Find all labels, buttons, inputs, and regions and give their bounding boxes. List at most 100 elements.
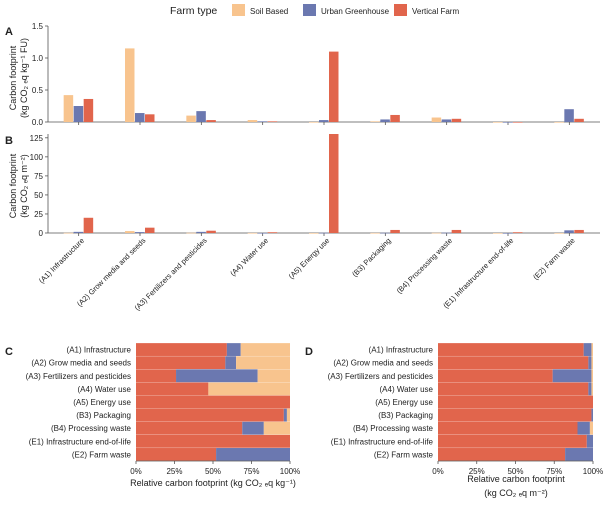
segment-vertical-farm-e1-infrastructure-end-of-life	[136, 434, 290, 448]
chart-panel-a: 0.0 0.5 1.0 1.5	[32, 22, 600, 127]
legend: Farm type Soil Based Urban Greenhouse Ve…	[170, 4, 459, 17]
legend-label-vertical: Vertical Farm	[412, 7, 459, 16]
y-tick-label: (A2) Grow media and seeds	[333, 359, 433, 368]
panel-letter-c: C	[5, 346, 13, 358]
y-tick-label: (A5) Energy use	[73, 398, 131, 407]
bar-soil-based-b4-processing-waste	[431, 232, 442, 234]
segment-soil-based-a4-water-use	[591, 382, 593, 396]
bar-vertical-farm-a5-energy-use	[329, 134, 339, 233]
legend-swatch-soil	[232, 4, 245, 16]
segment-vertical-farm-a1-infrastructure	[136, 343, 227, 356]
bar-urban-greenhouse-a1-infrastructure	[73, 231, 84, 233]
bar-soil-based-a5-energy-use	[309, 233, 319, 234]
segment-soil-based-a1-infrastructure	[591, 343, 593, 356]
segment-soil-based-a1-infrastructure	[240, 343, 290, 356]
bar-urban-greenhouse-b4-processing-waste	[441, 119, 452, 122]
bar-urban-greenhouse-e2-farm-waste	[564, 230, 574, 233]
x-tick-label: (A2) Grow media and seeds	[75, 236, 148, 309]
ylabel-b-line2: (kg CO₂ ₑq m⁻²)	[19, 154, 29, 218]
x-tick-label: 50%	[507, 467, 523, 476]
segment-vertical-farm-a3-fertilizers-and-pesticides	[136, 369, 177, 383]
segment-urban-greenhouse-a3-fertilizers-and-pesticides	[176, 369, 258, 383]
bar-urban-greenhouse-a3-fertilizers-and-pesticides	[196, 231, 206, 233]
bar-vertical-farm-a1-infrastructure	[83, 217, 94, 233]
y-tick-label: 0.0	[32, 118, 44, 127]
segment-urban-greenhouse-a4-water-use	[588, 382, 592, 396]
y-tick-label: (E2) Farm waste	[72, 450, 132, 459]
bar-urban-greenhouse-e1-infrastructure-end-of-life	[503, 233, 513, 234]
segment-urban-greenhouse-a2-grow-media-and-seeds	[225, 356, 237, 370]
segment-urban-greenhouse-e2-farm-waste	[565, 448, 593, 461]
y-tick-label: 25	[34, 210, 43, 219]
segment-vertical-farm-a2-grow-media-and-seeds	[438, 356, 589, 370]
segment-urban-greenhouse-e2-farm-waste	[216, 448, 290, 461]
y-tick-label: (A3) Fertilizers and pesticides	[328, 372, 433, 381]
segment-vertical-farm-a5-energy-use	[136, 395, 290, 409]
x-tick-label: 100%	[583, 467, 603, 476]
panel-letter-d: D	[305, 346, 313, 358]
segment-vertical-farm-a4-water-use	[438, 382, 589, 396]
x-tick-label: (A3) Fertilizers and pesticides	[133, 236, 209, 312]
bar-vertical-farm-b3-packaging	[390, 114, 400, 122]
bar-soil-based-a4-water-use	[247, 120, 258, 122]
bar-urban-greenhouse-a3-fertilizers-and-pesticides	[196, 111, 206, 122]
y-tick-label: (A4) Water use	[78, 385, 132, 394]
segment-urban-greenhouse-b3-packaging	[591, 408, 593, 422]
bar-vertical-farm-a2-grow-media-and-seeds	[145, 227, 155, 233]
segment-soil-based-a4-water-use	[208, 382, 290, 396]
y-tick-label: (E2) Farm waste	[374, 450, 434, 459]
bar-vertical-farm-b4-processing-waste	[451, 229, 462, 233]
x-tick-label: (E1) Infrastructure end-of-life	[441, 236, 515, 310]
chart-panel-c: (A1) Infrastructure (A2) Grow media and s…	[26, 343, 300, 476]
legend-title: Farm type	[170, 5, 217, 17]
bar-soil-based-b3-packaging	[370, 121, 380, 122]
bar-urban-greenhouse-a1-infrastructure	[73, 106, 84, 122]
ylabel-a: Carbon footprint (kg CO₂ ₑq kg⁻¹ FU)	[8, 38, 29, 118]
segment-vertical-farm-e2-farm-waste	[438, 448, 566, 461]
x-tick-label: 75%	[546, 467, 562, 476]
segment-soil-based-a3-fertilizers-and-pesticides	[591, 369, 593, 383]
bar-soil-based-a1-infrastructure	[63, 232, 74, 234]
bar-urban-greenhouse-a4-water-use	[257, 121, 268, 122]
y-tick-label: (A1) Infrastructure	[369, 346, 434, 355]
bar-soil-based-e1-infrastructure-end-of-life	[493, 122, 503, 123]
bar-vertical-farm-e2-farm-waste	[574, 229, 584, 233]
x-tick-label: (A1) Infrastructure	[37, 236, 86, 285]
legend-swatch-vertical	[394, 4, 407, 16]
segment-urban-greenhouse-b4-processing-waste	[242, 421, 264, 435]
x-tick-label: (B4) Processing waste	[395, 236, 454, 295]
bar-soil-based-a1-infrastructure	[63, 95, 74, 122]
bar-urban-greenhouse-b3-packaging	[380, 232, 390, 234]
bar-vertical-farm-a5-energy-use	[329, 51, 339, 122]
x-tick-label: (B3) Packaging	[350, 236, 393, 279]
bar-soil-based-e2-farm-waste	[554, 122, 564, 123]
y-tick-label: (A1) Infrastructure	[67, 346, 132, 355]
segment-urban-greenhouse-a1-infrastructure	[226, 343, 241, 356]
y-tick-label: 0.5	[32, 86, 44, 95]
legend-label-urban: Urban Greenhouse	[321, 7, 390, 16]
segment-vertical-farm-b3-packaging	[438, 408, 592, 422]
bar-vertical-farm-a3-fertilizers-and-pesticides	[206, 230, 216, 233]
bar-vertical-farm-a3-fertilizers-and-pesticides	[206, 120, 216, 122]
segment-vertical-farm-a1-infrastructure	[438, 343, 584, 356]
bar-soil-based-a3-fertilizers-and-pesticides	[186, 115, 196, 122]
y-tick-label: 100	[30, 153, 44, 162]
y-tick-label: (B3) Packaging	[76, 411, 131, 420]
bar-vertical-farm-e1-infrastructure-end-of-life	[513, 232, 523, 233]
y-tick-label: (E1) Infrastructure end-of-life	[331, 437, 434, 446]
bar-urban-greenhouse-a5-energy-use	[319, 120, 329, 122]
bar-vertical-farm-a1-infrastructure	[83, 98, 94, 122]
segment-soil-based-a2-grow-media-and-seeds	[591, 356, 593, 370]
segment-urban-greenhouse-b3-packaging	[283, 408, 287, 422]
x-tick-label: 0%	[130, 467, 142, 476]
legend-swatch-urban	[303, 4, 316, 16]
bar-vertical-farm-b3-packaging	[390, 229, 400, 233]
y-tick-label: 1.0	[32, 54, 44, 63]
y-tick-label: 1.5	[32, 22, 44, 31]
xlabel-d-line1: Relative carbon footprint	[467, 474, 565, 484]
bar-soil-based-a4-water-use	[247, 232, 258, 234]
x-tick-label: 100%	[280, 467, 300, 476]
bar-soil-based-e1-infrastructure-end-of-life	[493, 233, 503, 234]
panel-letter-b: B	[5, 135, 13, 147]
